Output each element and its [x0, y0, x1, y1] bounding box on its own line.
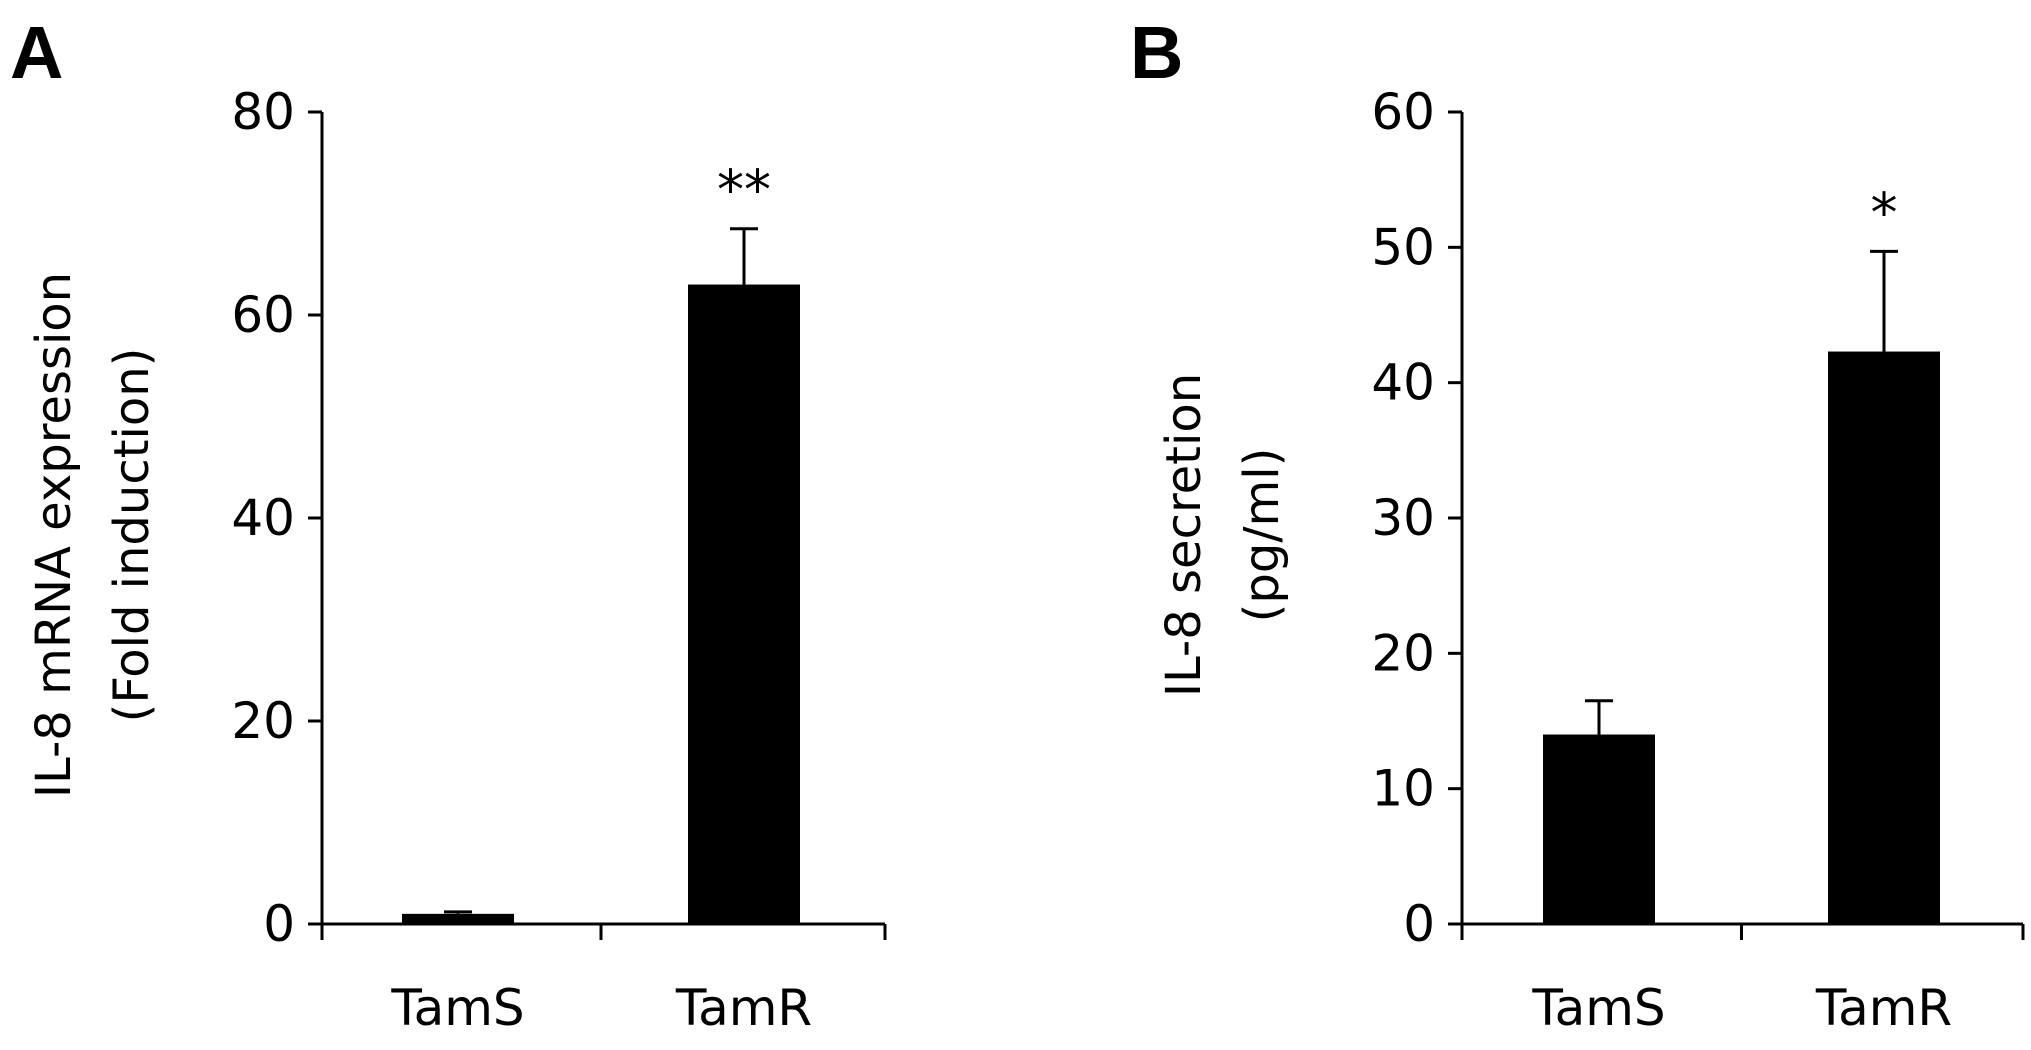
panel-a-bar-tamr: [688, 284, 800, 924]
panel-b-category-label-tams: TamS: [1531, 979, 1665, 1037]
panel-b-significance-tamr: *: [1871, 181, 1898, 244]
panel-b-y-tick-label: 30: [1371, 489, 1435, 547]
panel-b-ylabel-line1: IL-8 secretion: [1156, 373, 1212, 697]
panel-a-y-tick-label: 20: [231, 692, 295, 750]
panel-b-y-tick-label: 0: [1403, 895, 1435, 953]
panel-b-y-tick-label: 50: [1371, 218, 1435, 276]
panel-b: B IL-8 secretion (pg/ml) 0 10 20 30 40 50 60 Ta…: [1130, 11, 2025, 1037]
panel-a-letter: A: [10, 11, 63, 94]
panel-a-y-tick-label: 0: [263, 895, 295, 953]
panel-b-letter: B: [1130, 11, 1183, 94]
panel-a-significance-tamr: **: [717, 159, 771, 222]
panel-a-category-label-tams: TamS: [390, 979, 524, 1037]
panel-b-category-label-tamr: TamR: [1815, 979, 1952, 1037]
panel-a-bar-tams: [402, 913, 514, 924]
panel-b-y-tick-label: 10: [1371, 760, 1435, 818]
panel-a-ylabel-line1: IL-8 mRNA expression: [26, 272, 82, 798]
panel-a-y-tick-label: 80: [231, 83, 295, 141]
panel-a-y-tick-label: 40: [231, 489, 295, 547]
panel-b-y-tick-label: 60: [1371, 83, 1435, 141]
panel-b-y-tick-label: 20: [1371, 624, 1435, 682]
panel-b-y-tick-label: 40: [1371, 354, 1435, 412]
panel-a-category-label-tamr: TamR: [675, 979, 812, 1037]
panel-b-bar-tams: [1543, 734, 1655, 924]
panel-b-ylabel-line2: (pg/ml): [1234, 448, 1290, 623]
panel-a-ylabel-line2: (Fold induction): [104, 348, 160, 723]
panel-a: A IL-8 mRNA expression (Fold induction) …: [10, 11, 887, 1037]
panel-b-bar-tamr: [1828, 351, 1940, 924]
panel-a-y-tick-label: 60: [231, 286, 295, 344]
